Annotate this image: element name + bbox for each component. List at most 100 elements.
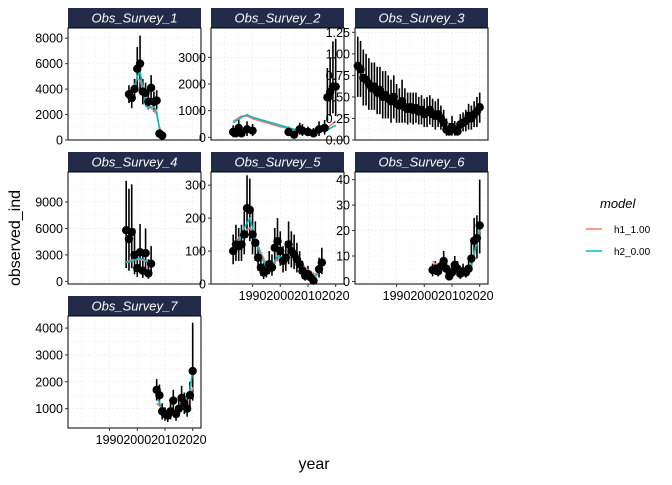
- data-point: [475, 103, 484, 112]
- data-point: [276, 246, 285, 256]
- data-point: [439, 118, 448, 127]
- legend-title: model: [600, 196, 637, 211]
- y-tick-label: 0: [56, 275, 63, 289]
- y-tick-label: 2000: [35, 108, 63, 122]
- data-point: [245, 205, 254, 215]
- panel-obs-survey-6: Obs_Survey_6 0 10 20 30 40 1990 2000 2010 2020: [336, 152, 494, 303]
- y-tick-label: 1.25: [326, 26, 350, 40]
- y-tick-label: 20: [336, 224, 350, 238]
- panel-obs-survey-4: Obs_Survey_4 0 3000 6000 9000: [35, 152, 202, 289]
- data-point: [130, 84, 139, 94]
- y-tick-label: 1000: [178, 104, 206, 118]
- facet-title: Obs_Survey_3: [379, 11, 466, 26]
- panels-layer: Obs_Survey_102000400060008000Obs_Survey_…: [35, 8, 494, 447]
- y-tick-label: 3000: [178, 51, 206, 65]
- data-point: [320, 123, 329, 133]
- y-tick-label: 2000: [178, 78, 206, 92]
- y-tick-label: 8000: [35, 32, 63, 46]
- data-point: [248, 230, 257, 239]
- x-tick-label: 1990: [96, 433, 124, 447]
- data-point: [464, 264, 473, 273]
- y-tick-label: 0.50: [326, 90, 350, 104]
- data-point: [169, 396, 178, 405]
- y-tick-label: 0: [199, 278, 206, 292]
- x-axis-label: year: [298, 456, 330, 473]
- facet-title: Obs_Survey_2: [235, 11, 322, 26]
- panel-obs-survey-3: Obs_Survey_3 0.00 0.25 0.50 0.75 1.00 1.25: [326, 8, 489, 148]
- y-tick-label: 30: [336, 199, 350, 213]
- data-point: [281, 253, 291, 262]
- y-tick-label: 6000: [35, 57, 63, 71]
- x-tick-label: 2000: [123, 433, 151, 447]
- x-tick-label: 2010: [151, 433, 179, 447]
- y-tick-label: 100: [185, 245, 206, 259]
- x-tick-label: 2020: [466, 289, 494, 303]
- data-point: [237, 240, 246, 249]
- data-point: [467, 254, 476, 263]
- facet-strip: [355, 152, 488, 172]
- y-tick-label: 4000: [35, 322, 63, 336]
- x-tick-label: 2000: [266, 289, 294, 303]
- y-tick-label: 2000: [35, 375, 63, 389]
- data-point: [317, 258, 327, 267]
- data-point: [273, 236, 282, 246]
- facet-title: Obs_Survey_4: [92, 155, 178, 170]
- y-tick-label: 0.75: [326, 69, 350, 83]
- y-tick-label: 10: [336, 250, 350, 264]
- panel-border: [67, 315, 202, 429]
- panel-border: [354, 171, 489, 285]
- data-point: [158, 131, 167, 140]
- facet-strip: [68, 8, 201, 28]
- facet-strip: [211, 152, 344, 172]
- data-point: [127, 227, 136, 237]
- facet-title: Obs_Survey_5: [235, 155, 322, 170]
- data-point: [188, 366, 197, 376]
- facet-strip: [355, 8, 488, 28]
- data-point: [295, 260, 304, 269]
- legend-label-h1: h1_1.00: [614, 225, 651, 236]
- data-point: [155, 391, 164, 400]
- x-tick-label: 2010: [438, 289, 466, 303]
- y-tick-label: 40: [336, 173, 350, 187]
- y-tick-label: 1000: [35, 402, 63, 416]
- y-tick-label: 0: [343, 275, 350, 289]
- panel-obs-survey-1: Obs_Survey_1 0 2000 4000 6000 8000: [35, 8, 202, 148]
- model-line-h1-1-00: [232, 227, 323, 275]
- legend: model h1_1.00 h2_0.00: [586, 196, 651, 258]
- data-point: [314, 264, 324, 274]
- data-point: [240, 230, 249, 239]
- y-tick-label: 0: [199, 131, 206, 145]
- y-tick-label: 0.25: [326, 112, 350, 126]
- x-tick-label: 2010: [294, 289, 322, 303]
- x-tick-label: 1990: [239, 289, 267, 303]
- legend-label-h2: h2_0.00: [614, 247, 651, 258]
- y-tick-label: 4000: [35, 83, 63, 97]
- data-point: [251, 238, 260, 248]
- y-tick-label: 3000: [35, 248, 63, 262]
- facet-strip: [211, 8, 344, 28]
- y-tick-label: 1.00: [326, 47, 350, 61]
- data-point: [144, 269, 153, 278]
- y-tick-label: 9000: [35, 195, 63, 209]
- data-point: [185, 391, 195, 400]
- data-point: [152, 96, 161, 105]
- facet-strip: [68, 152, 201, 172]
- data-point: [141, 88, 150, 98]
- data-point: [356, 65, 365, 74]
- y-tick-label: 0.00: [326, 134, 350, 148]
- x-tick-label: 2020: [179, 433, 207, 447]
- y-tick-label: 0: [56, 134, 63, 148]
- x-tick-label: 1990: [383, 289, 411, 303]
- y-tick-label: 200: [185, 212, 206, 226]
- y-tick-label: 300: [185, 179, 206, 193]
- data-point: [124, 234, 134, 244]
- facet-strip: [68, 296, 201, 316]
- data-point: [228, 246, 238, 256]
- data-point: [141, 248, 150, 258]
- panel-border: [210, 171, 345, 285]
- data-point: [289, 130, 299, 139]
- data-point: [253, 253, 263, 262]
